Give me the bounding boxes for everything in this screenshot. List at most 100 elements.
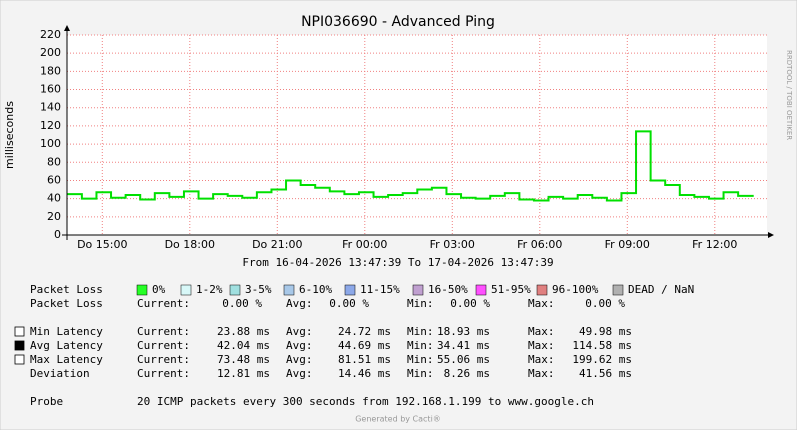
stat-label: Deviation	[30, 367, 90, 380]
stat-label: Packet Loss	[30, 297, 103, 310]
stat-label: Avg Latency	[30, 339, 103, 352]
stat-value: 55.06 ms	[437, 353, 490, 366]
stat-header: Avg:	[286, 339, 313, 352]
legend-swatch	[344, 284, 356, 296]
legend-swatch	[536, 284, 548, 296]
stat-header: Max:	[528, 339, 555, 352]
y-tick-label: 180	[40, 64, 61, 77]
stat-header: Min:	[407, 367, 434, 380]
y-tick-label: 140	[40, 101, 61, 114]
legend-swatch	[475, 284, 487, 296]
x-tick-label: Do 15:00	[77, 238, 127, 251]
stat-label: Min Latency	[30, 325, 103, 338]
legend-item: 3-5%	[245, 283, 272, 296]
stat-label: Max Latency	[30, 353, 103, 366]
stat-value: 41.56 ms	[579, 367, 632, 380]
stat-value: 0.00 %	[222, 297, 262, 310]
legend-item: DEAD / NaN	[628, 283, 694, 296]
x-tick-label: Fr 00:00	[342, 238, 387, 251]
y-tick-label: 100	[40, 137, 61, 150]
stat-value: 199.62 ms	[572, 353, 632, 366]
stat-header: Avg:	[286, 353, 313, 366]
legend-item: 11-15%	[360, 283, 400, 296]
stat-swatch	[14, 340, 25, 351]
legend-swatch	[136, 284, 148, 296]
legend-swatch	[283, 284, 295, 296]
stat-value: 73.48 ms	[217, 353, 270, 366]
stat-value: 24.72 ms	[338, 325, 391, 338]
stat-value: 14.46 ms	[338, 367, 391, 380]
stat-header: Min:	[407, 339, 434, 352]
legend-item: 16-50%	[428, 283, 468, 296]
legend-swatch	[180, 284, 192, 296]
side-label: RRDTOOL / TOBI OETIKER	[785, 50, 793, 140]
subtitle: From 16-04-2026 13:47:39 To 17-04-2026 1…	[242, 256, 553, 269]
y-tick-label: 20	[47, 210, 61, 223]
stat-header: Current:	[137, 297, 190, 310]
stat-header: Max:	[528, 367, 555, 380]
axis-arrow	[64, 25, 70, 31]
stat-value: 34.41 ms	[437, 339, 490, 352]
legend-label: Packet Loss	[30, 283, 103, 296]
plot-area	[67, 35, 767, 235]
stat-header: Max:	[528, 325, 555, 338]
stat-header: Current:	[137, 339, 190, 352]
y-tick-label: 200	[40, 46, 61, 59]
x-tick-label: Fr 09:00	[605, 238, 650, 251]
legend-item: 6-10%	[299, 283, 332, 296]
y-axis-label: milliseconds	[3, 101, 16, 169]
stat-value: 0.00 %	[585, 297, 625, 310]
stat-header: Current:	[137, 367, 190, 380]
footer: Generated by Cacti®	[355, 415, 441, 424]
stat-value: 12.81 ms	[217, 367, 270, 380]
stat-header: Min:	[407, 353, 434, 366]
grid: 0 20 40 60 80 100 120 140 160 180 200 220 Do 15:00 Do…	[40, 28, 767, 251]
stat-value: 0.00 %	[329, 297, 369, 310]
y-tick-label: 220	[40, 28, 61, 41]
stat-value: 0.00 %	[450, 297, 490, 310]
y-tick-label: 120	[40, 119, 61, 132]
line	[67, 130, 754, 202]
legend: Packet Loss 0% 1-2% 3-5% 6-10% 11-15% 16-50% 51…	[14, 283, 694, 408]
y-tick-label: 0	[54, 228, 61, 241]
x-tick-label: Fr 12:00	[692, 238, 737, 251]
axis-arrow	[768, 232, 774, 238]
probe-text: 20 ICMP packets every 300 seconds from 1…	[137, 395, 594, 408]
y-tick-label: 160	[40, 83, 61, 96]
stat-header: Min:	[407, 325, 434, 338]
probe-label: Probe	[30, 395, 63, 408]
x-tick-label: Do 21:00	[252, 238, 302, 251]
stat-header: Current:	[137, 325, 190, 338]
stat-header: Max:	[528, 353, 555, 366]
stat-value: 23.88 ms	[217, 325, 270, 338]
marks	[67, 130, 754, 202]
chart-title: NPI036690 - Advanced Ping	[301, 14, 495, 30]
stat-header: Avg:	[286, 325, 313, 338]
stat-swatch	[14, 354, 25, 365]
legend-item: 51-95%	[491, 283, 531, 296]
stat-header: Avg:	[286, 367, 313, 380]
legend-swatch	[612, 284, 624, 296]
stat-value: 81.51 ms	[338, 353, 391, 366]
legend-item: 1-2%	[196, 283, 223, 296]
y-tick-label: 80	[47, 155, 61, 168]
stat-header: Current:	[137, 353, 190, 366]
x-tick-label: Do 18:00	[165, 238, 215, 251]
legend-item: 96-100%	[552, 283, 599, 296]
stat-header: Min:	[407, 297, 434, 310]
x-tick-label: Fr 06:00	[517, 238, 562, 251]
y-tick-label: 40	[47, 192, 61, 205]
legend-item: 0%	[152, 283, 166, 296]
stat-value: 42.04 ms	[217, 339, 270, 352]
stat-value: 8.26 ms	[444, 367, 490, 380]
y-tick-label: 60	[47, 173, 61, 186]
stat-value: 114.58 ms	[572, 339, 632, 352]
legend-swatch	[229, 284, 241, 296]
x-tick-label: Fr 03:00	[430, 238, 475, 251]
stat-header: Avg:	[286, 297, 313, 310]
stat-value: 49.98 ms	[579, 325, 632, 338]
stat-header: Max:	[528, 297, 555, 310]
stat-value: 18.93 ms	[437, 325, 490, 338]
stat-value: 44.69 ms	[338, 339, 391, 352]
